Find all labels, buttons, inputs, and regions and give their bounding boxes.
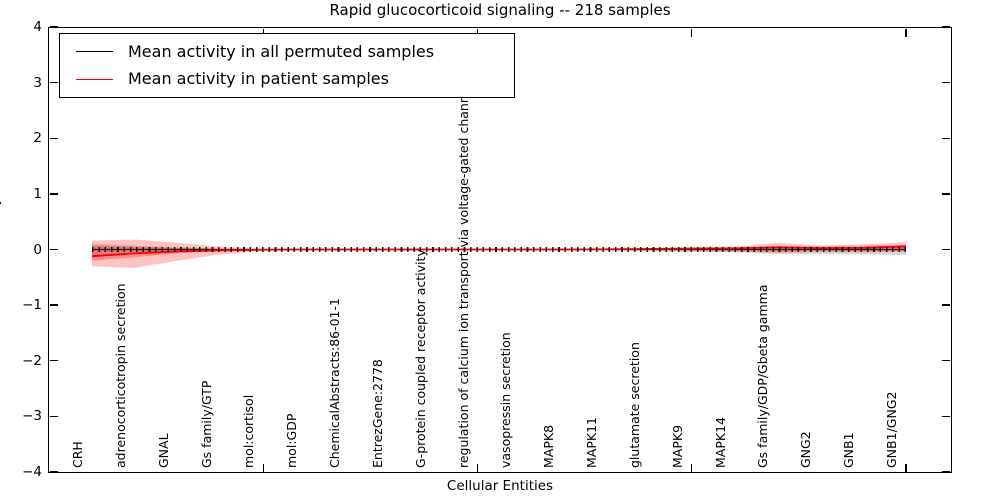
x-tick-mark [905, 463, 907, 472]
y-tick-label: 4 [33, 19, 42, 35]
x-entity-label: MAPK8 [541, 424, 557, 468]
x-entity-label: glutamate secretion [626, 342, 642, 468]
y-tick-label: 2 [33, 130, 42, 147]
y-tick-mark [941, 304, 950, 306]
y-tick-mark [941, 415, 950, 418]
x-entity-label: ChemicalAbstracts:86-01-1 [327, 298, 343, 468]
y-tick-mark [49, 304, 58, 306]
patient-line-sample-icon [76, 78, 113, 80]
x-tick-mark [476, 463, 479, 472]
y-tick-mark [941, 137, 950, 139]
y-tick-mark [941, 248, 950, 251]
x-entity-label: regulation of calcium ion transport via … [455, 84, 471, 468]
y-tick-label: −2 [22, 352, 42, 369]
y-tick-mark [941, 193, 950, 195]
y-tick-mark [941, 471, 950, 473]
y-tick-mark [941, 81, 950, 84]
x-entity-label: GNAL [155, 433, 171, 468]
x-entity-label: adrenocorticotropin secretion [112, 283, 128, 468]
x-tick-mark [262, 28, 265, 37]
legend-label: Mean activity in all permuted samples [128, 41, 435, 61]
x-entity-label: CRH [70, 441, 85, 468]
y-tick-label: 1 [33, 185, 42, 202]
y-tick-mark [49, 81, 58, 84]
y-tick-label: −4 [22, 464, 42, 480]
x-entity-label: mol:GDP [284, 413, 300, 468]
x-entity-label: MAPK9 [669, 424, 685, 468]
chart-title: Rapid glucocorticoid signaling -- 218 sa… [329, 1, 671, 19]
x-tick-mark [691, 463, 693, 472]
x-tick-mark [262, 463, 265, 472]
legend: Mean activity in all permuted samples Me… [59, 33, 515, 98]
y-tick-mark [49, 137, 58, 139]
y-tick-mark [941, 26, 950, 28]
x-entity-label: GNG2 [798, 431, 814, 468]
y-tick-mark [49, 360, 58, 362]
y-tick-label: 0 [33, 241, 42, 258]
legend-label: Mean activity in patient samples [128, 69, 389, 89]
x-entity-label: EntrezGene:2778 [369, 359, 385, 468]
legend-item-patient: Mean activity in patient samples [60, 69, 514, 89]
x-entity-label: G-protein coupled receptor activity [412, 249, 428, 468]
y-tick-label: 3 [33, 74, 42, 91]
x-entity-label: MAPK14 [712, 417, 728, 468]
y-tick-mark [49, 415, 58, 418]
y-tick-mark [49, 471, 58, 473]
x-entity-label: Gs family/GTP [198, 380, 214, 468]
x-entity-label: GNB1/GNG2 [883, 391, 899, 468]
x-entity-label: Gs family/GDP/Gbeta gamma [755, 284, 771, 468]
legend-item-permuted: Mean activity in all permuted samples [60, 42, 514, 62]
x-entity-label: mol:cortisol [241, 394, 257, 468]
y-tick-mark [49, 193, 58, 195]
y-tick-mark [49, 26, 58, 28]
permuted-mean-dashed-line [92, 247, 906, 252]
y-tick-label: −3 [22, 408, 42, 425]
x-axis-title: Cellular Entities [446, 478, 554, 494]
x-entity-label: GNB1 [841, 432, 857, 468]
y-tick-mark [49, 248, 58, 251]
y-tick-label: −1 [22, 297, 42, 314]
y-tick-mark [941, 360, 950, 362]
x-entity-label: MAPK11 [584, 417, 600, 468]
x-tick-mark [905, 28, 907, 37]
x-tick-mark [691, 28, 693, 37]
x-entity-label: vasopressin secretion [498, 332, 514, 468]
permuted-line-sample-icon [76, 51, 113, 53]
x-tick-mark [476, 28, 479, 37]
